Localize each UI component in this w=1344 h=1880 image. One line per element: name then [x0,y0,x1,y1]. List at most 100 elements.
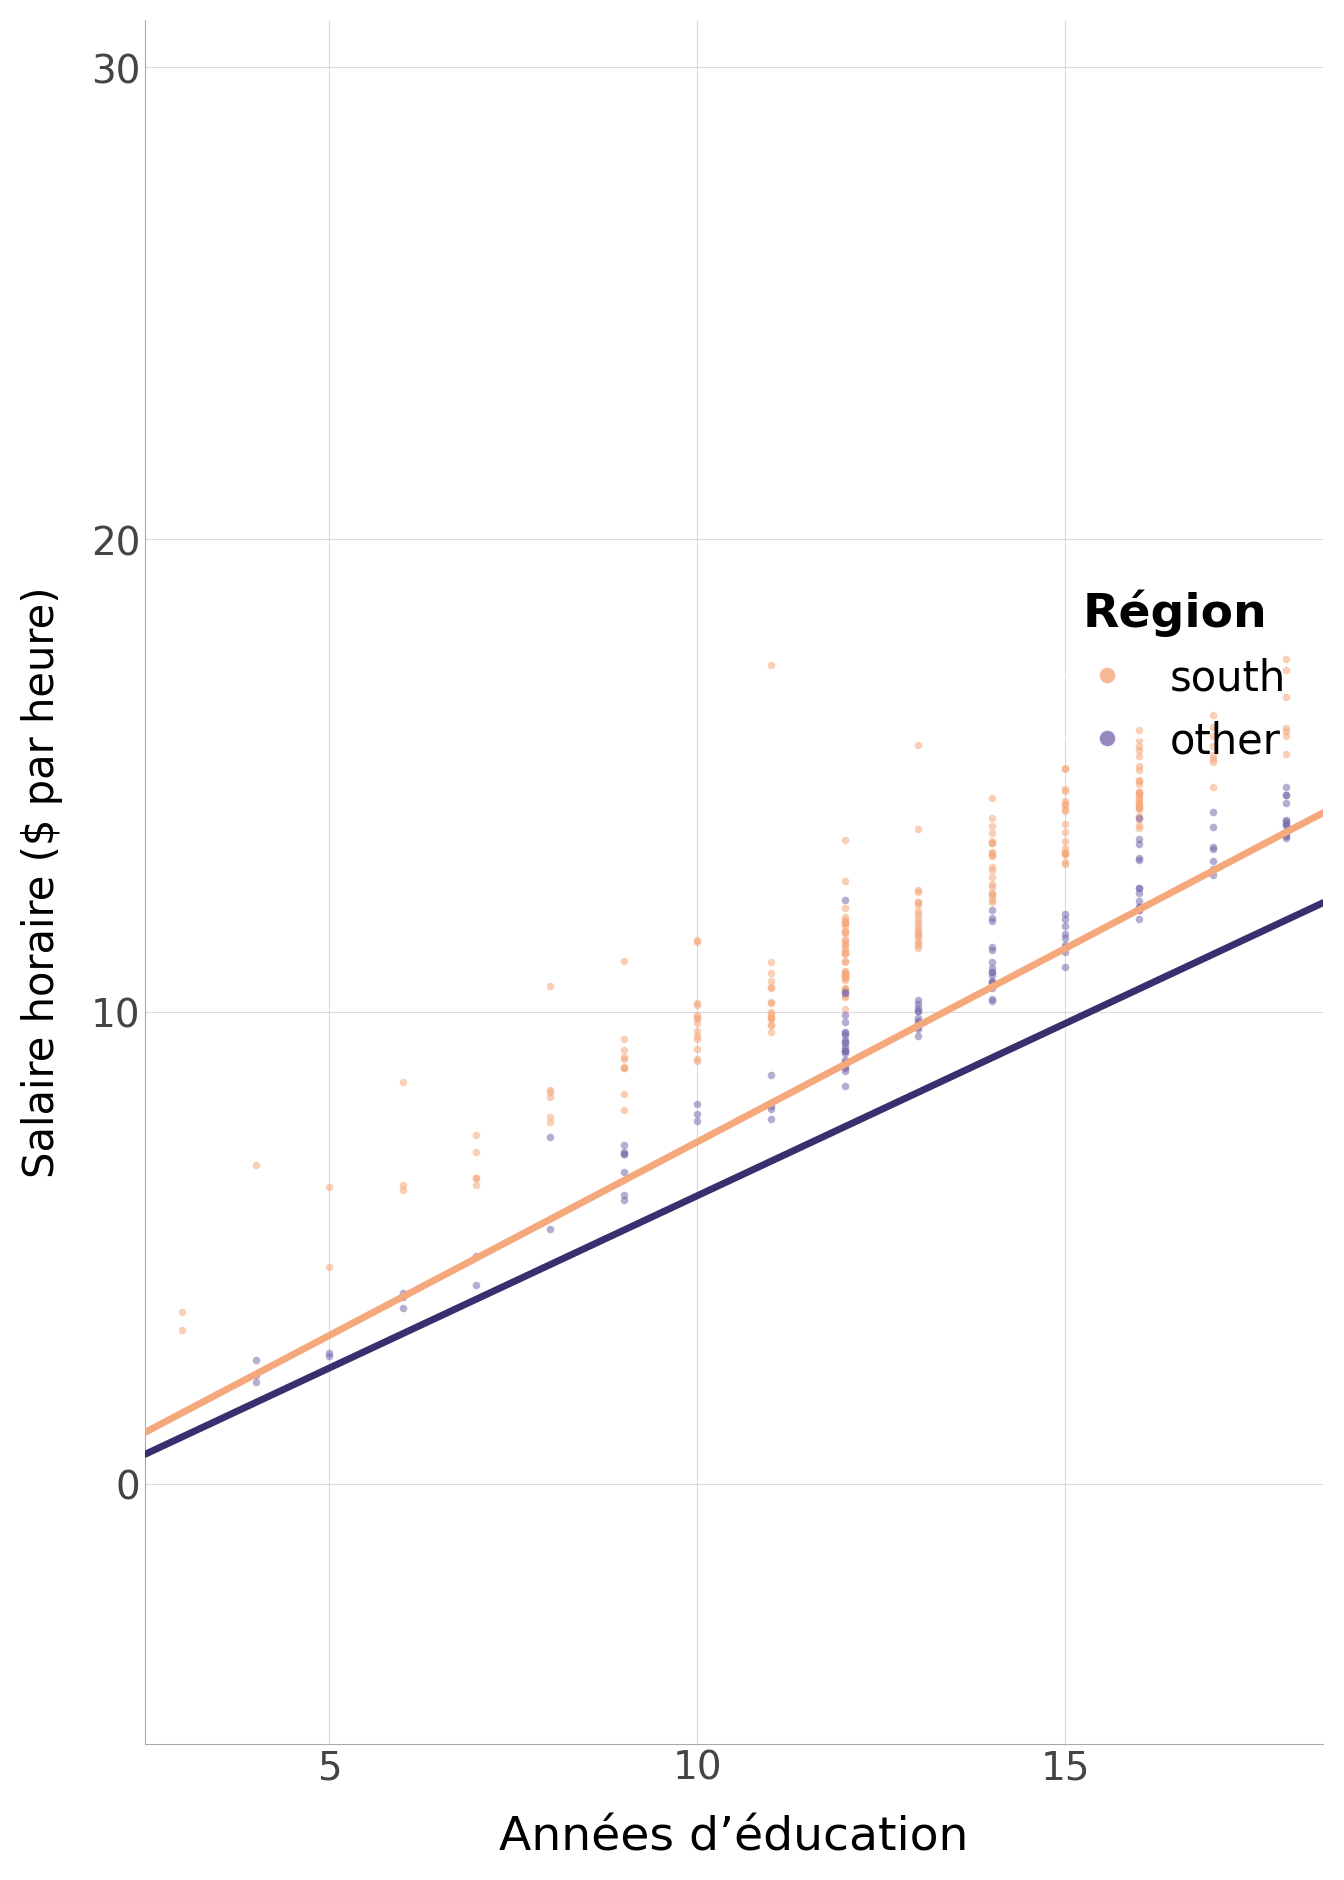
Point [1129,790,1150,820]
Point [1275,722,1297,752]
Point [1129,765,1150,795]
Point [761,966,782,996]
Point [833,963,855,993]
Point [1129,893,1150,923]
Point [1275,716,1297,746]
Point [465,1120,487,1151]
Point [1275,822,1297,852]
Point [539,1083,560,1113]
Point [1055,838,1077,869]
Point [1129,846,1150,876]
Point [833,1038,855,1068]
Point [907,887,929,917]
Point [1129,726,1150,756]
Point [981,829,1003,859]
Point [687,1021,708,1051]
Point [1129,904,1150,934]
Point [1055,840,1077,870]
Point [687,991,708,1021]
Point [539,970,560,1000]
Point [981,855,1003,885]
Point [833,885,855,916]
Point [1055,797,1077,827]
Point [613,1139,634,1169]
Point [687,1004,708,1034]
Point [1202,855,1223,885]
Point [539,1075,560,1105]
Point [613,1079,634,1109]
Point [833,1025,855,1055]
Point [833,893,855,923]
Point [687,1100,708,1130]
Point [833,1028,855,1058]
Point [613,1181,634,1211]
Point [833,1049,855,1079]
Point [981,818,1003,848]
Point [907,908,929,938]
Point [907,921,929,951]
Point [687,1017,708,1047]
Point [761,948,782,978]
Point [613,1043,634,1073]
Point [1055,790,1077,820]
Point [907,989,929,1019]
Point [1275,780,1297,810]
Point [392,1171,414,1201]
Point [1129,893,1150,923]
Point [907,910,929,940]
Point [981,887,1003,917]
Point [981,968,1003,998]
Point [833,1072,855,1102]
Point [1202,713,1223,743]
Point [833,948,855,978]
Point [833,1008,855,1038]
Point [465,1241,487,1271]
Point [761,1092,782,1122]
Point [613,1053,634,1083]
Point [1129,731,1150,761]
Point [1202,744,1223,775]
Point [981,812,1003,842]
Point [1129,872,1150,902]
Point [907,887,929,917]
Point [907,878,929,908]
Point [613,1186,634,1216]
Point [1055,786,1077,816]
Point [907,899,929,929]
Point [1129,801,1150,831]
Point [981,827,1003,857]
Point [392,1175,414,1205]
Point [833,963,855,993]
Point [761,1094,782,1124]
Point [833,867,855,897]
Legend: south, other: south, other [1048,572,1302,778]
Point [1129,791,1150,822]
Point [613,1158,634,1188]
Point [1275,805,1297,835]
Point [833,1028,855,1058]
Point [465,1269,487,1299]
Point [981,842,1003,872]
Point [907,921,929,951]
Point [687,989,708,1019]
Point [833,959,855,989]
Point [761,989,782,1019]
Point [245,1361,266,1391]
Point [539,1104,560,1134]
Point [1129,895,1150,925]
Point [833,966,855,996]
Point [907,931,929,961]
Point [245,1367,266,1397]
Point [465,1137,487,1167]
Point [1275,714,1297,744]
Point [1055,919,1077,949]
Point [761,1004,782,1034]
Point [981,837,1003,867]
Point [761,974,782,1004]
Point [833,983,855,1013]
Point [1275,810,1297,840]
Point [833,902,855,932]
Point [981,863,1003,893]
Point [981,838,1003,869]
Point [1055,790,1077,820]
